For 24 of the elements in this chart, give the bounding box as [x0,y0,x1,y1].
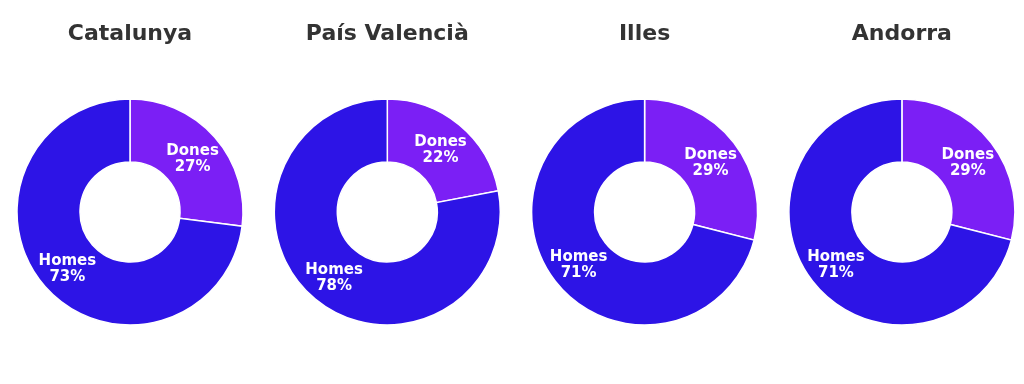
donut-slice [273,98,501,326]
data-label: 29% [949,160,986,179]
slice-label: Dones [414,131,467,150]
data-label: 78% [316,276,353,295]
chart-title: Andorra [851,20,952,45]
chart-title: Illes [618,20,671,45]
donut-slice [530,98,755,326]
data-label: 71% [560,263,597,282]
slice-label: Homes [807,247,865,266]
donut-slice [16,98,243,326]
data-label: 22% [422,147,459,166]
data-label: 73% [49,267,86,286]
slice-label: Homes [38,251,97,270]
chart-title: País Valencià [305,20,469,45]
data-label: 71% [817,263,854,282]
slice-label: Dones [684,144,737,163]
data-label: 29% [692,160,729,179]
slice-label: Homes [549,247,608,266]
slice-label: Dones [941,144,995,163]
donut-slice [788,98,1013,326]
slice-label: Homes [305,260,363,279]
slice-label: Dones [166,140,219,159]
chart-title: Catalunya [67,20,193,45]
data-label: 27% [174,156,211,175]
